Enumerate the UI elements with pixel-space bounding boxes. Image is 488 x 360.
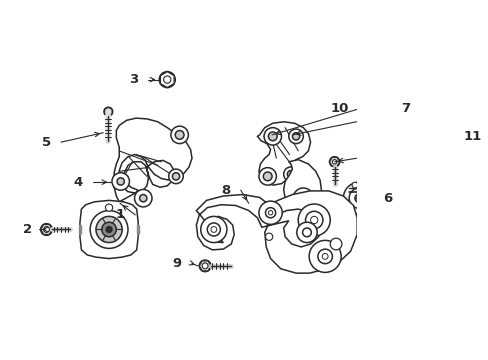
Circle shape bbox=[268, 132, 277, 141]
Text: 5: 5 bbox=[41, 136, 51, 149]
Polygon shape bbox=[199, 261, 210, 271]
Circle shape bbox=[265, 233, 272, 240]
Polygon shape bbox=[283, 159, 321, 213]
Text: 11: 11 bbox=[462, 130, 481, 143]
Circle shape bbox=[168, 169, 183, 184]
Circle shape bbox=[298, 204, 329, 236]
Circle shape bbox=[105, 204, 112, 211]
Circle shape bbox=[106, 226, 112, 233]
Circle shape bbox=[308, 240, 341, 273]
Circle shape bbox=[163, 75, 171, 84]
Circle shape bbox=[322, 253, 327, 259]
Circle shape bbox=[302, 228, 311, 237]
Circle shape bbox=[175, 131, 183, 139]
Circle shape bbox=[140, 194, 146, 202]
Circle shape bbox=[96, 216, 122, 243]
Circle shape bbox=[159, 72, 175, 87]
Polygon shape bbox=[196, 191, 356, 273]
Polygon shape bbox=[41, 224, 52, 234]
Polygon shape bbox=[160, 72, 174, 87]
Polygon shape bbox=[80, 201, 138, 258]
Circle shape bbox=[41, 224, 52, 235]
Circle shape bbox=[259, 168, 276, 185]
Circle shape bbox=[343, 182, 375, 214]
Circle shape bbox=[201, 216, 226, 243]
Text: 7: 7 bbox=[400, 102, 409, 115]
Polygon shape bbox=[114, 118, 192, 202]
Circle shape bbox=[310, 216, 317, 224]
Circle shape bbox=[202, 263, 207, 269]
Circle shape bbox=[163, 76, 171, 83]
Circle shape bbox=[171, 126, 188, 144]
Circle shape bbox=[259, 201, 282, 224]
Circle shape bbox=[264, 127, 281, 145]
Circle shape bbox=[207, 223, 220, 236]
Circle shape bbox=[351, 182, 357, 188]
Circle shape bbox=[199, 260, 210, 272]
Circle shape bbox=[356, 196, 361, 201]
Circle shape bbox=[360, 182, 366, 188]
Circle shape bbox=[134, 189, 152, 207]
Circle shape bbox=[329, 238, 341, 250]
Text: 2: 2 bbox=[23, 223, 32, 236]
Circle shape bbox=[210, 226, 216, 233]
Polygon shape bbox=[329, 157, 339, 166]
Circle shape bbox=[43, 226, 49, 233]
Text: 4: 4 bbox=[74, 176, 82, 189]
Circle shape bbox=[268, 211, 272, 215]
Circle shape bbox=[112, 173, 129, 190]
Circle shape bbox=[317, 249, 332, 264]
Circle shape bbox=[292, 133, 299, 140]
Circle shape bbox=[296, 222, 317, 243]
Circle shape bbox=[305, 211, 322, 229]
Circle shape bbox=[102, 222, 116, 237]
Circle shape bbox=[90, 211, 128, 248]
Circle shape bbox=[354, 194, 363, 203]
Text: 1: 1 bbox=[116, 208, 125, 221]
Circle shape bbox=[117, 178, 124, 185]
Circle shape bbox=[265, 208, 275, 218]
Circle shape bbox=[288, 129, 303, 144]
Text: 3: 3 bbox=[129, 73, 138, 86]
Circle shape bbox=[104, 107, 112, 116]
Text: 6: 6 bbox=[383, 192, 392, 205]
Text: 9: 9 bbox=[172, 257, 182, 270]
Circle shape bbox=[348, 188, 369, 208]
Circle shape bbox=[298, 193, 308, 203]
Circle shape bbox=[263, 172, 271, 181]
Circle shape bbox=[172, 173, 179, 180]
Circle shape bbox=[332, 159, 336, 164]
Text: 8: 8 bbox=[221, 184, 230, 197]
Circle shape bbox=[301, 196, 305, 201]
Circle shape bbox=[287, 171, 294, 178]
Polygon shape bbox=[257, 122, 310, 185]
Polygon shape bbox=[104, 107, 112, 116]
Text: 10: 10 bbox=[330, 102, 348, 115]
Circle shape bbox=[329, 157, 339, 167]
Circle shape bbox=[283, 167, 298, 181]
Circle shape bbox=[292, 188, 313, 208]
